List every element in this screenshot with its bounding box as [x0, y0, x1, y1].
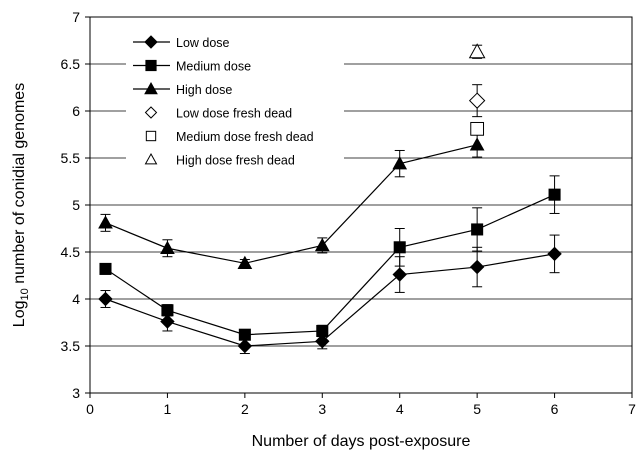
legend-marker: [144, 81, 158, 95]
x-axis-title: Number of days post-exposure: [252, 433, 471, 450]
data-point: [314, 237, 330, 252]
data-point: [468, 43, 486, 59]
y-tick-label: 5: [72, 197, 80, 213]
legend-label: Medium dose fresh dead: [176, 130, 314, 144]
y-axis-title: Log10 number of conidial genomes: [11, 83, 31, 327]
legend-marker: [144, 152, 158, 165]
legend-label: High dose: [176, 83, 232, 97]
series-low-dose-fresh-dead: [468, 84, 486, 118]
y-tick-label: 4.5: [61, 244, 81, 260]
series-high-dose-fresh-dead: [468, 43, 486, 59]
legend-item: Medium dose: [133, 60, 251, 74]
data-point: [469, 137, 485, 151]
series-high-dose: [98, 132, 485, 269]
legend-marker: [144, 35, 158, 49]
tick-layer: 3 3.5 4 4.5 5 5.5 6 6.5 7 0 1 2 3 4 5 6 7: [61, 9, 637, 417]
data-point: [315, 334, 330, 349]
data-point: [98, 291, 113, 307]
data-point: [160, 240, 175, 254]
legend-label: Low dose fresh dead: [176, 107, 292, 121]
series-line: [105, 144, 478, 264]
data-point: [470, 121, 485, 136]
x-tick-label: 3: [318, 401, 326, 417]
data-point: [99, 262, 112, 275]
legend-marker: [145, 130, 157, 142]
y-tick-label: 7: [72, 9, 80, 25]
data-point: [237, 255, 253, 269]
legend-item: High dose: [133, 81, 232, 97]
legend-label: Low dose: [176, 36, 230, 50]
x-tick-label: 1: [164, 401, 172, 417]
data-point: [548, 188, 561, 201]
data-point: [98, 215, 113, 229]
legend-label: Medium dose: [176, 60, 251, 74]
legend-background: [126, 26, 344, 176]
data-point: [393, 241, 406, 254]
x-tick-label: 6: [551, 401, 559, 417]
x-tick-label: 2: [241, 401, 249, 417]
data-point: [392, 267, 407, 282]
data-point: [469, 259, 485, 275]
y-tick-label: 6: [72, 103, 80, 119]
data-point: [547, 246, 562, 262]
legend-item: Low dose fresh dead: [144, 106, 292, 121]
legend-item: Low dose: [133, 35, 230, 50]
y-tick-label: 3.5: [61, 338, 81, 354]
data-point: [238, 328, 251, 341]
y-tick-label: 6.5: [61, 56, 81, 72]
y-tick-label: 5.5: [61, 150, 81, 166]
x-tick-label: 7: [628, 401, 636, 417]
legend-marker: [145, 59, 157, 72]
x-tick-label: 5: [473, 401, 481, 417]
x-tick-label: 0: [86, 401, 94, 417]
data-point: [160, 314, 175, 329]
series-medium-dose-fresh-dead: [470, 121, 485, 136]
data-point: [161, 304, 174, 317]
legend: Low dose Medium dose High dose Low dose fre…: [126, 26, 344, 176]
legend-item: High dose fresh dead: [144, 152, 295, 168]
y-tick-label: 3: [72, 385, 80, 401]
series-layer: [98, 43, 562, 355]
y-axis-title-prefix: Log: [11, 301, 28, 328]
data-point: [471, 223, 484, 236]
legend-marker: [144, 106, 158, 119]
legend-label: High dose fresh dead: [176, 154, 295, 168]
series-medium-dose: [99, 175, 561, 341]
data-point: [316, 324, 329, 337]
data-point: [392, 156, 408, 170]
y-tick-label: 4: [72, 291, 80, 307]
y-axis-title-subscript: 10: [19, 288, 31, 300]
legend-item: Medium dose fresh dead: [145, 130, 314, 144]
data-point: [468, 92, 486, 109]
data-point: [237, 338, 253, 354]
x-tick-label: 4: [396, 401, 404, 417]
series-line: [105, 253, 555, 347]
series-low-dose: [98, 234, 562, 355]
y-axis-title-rest: number of conidial genomes: [11, 83, 28, 288]
